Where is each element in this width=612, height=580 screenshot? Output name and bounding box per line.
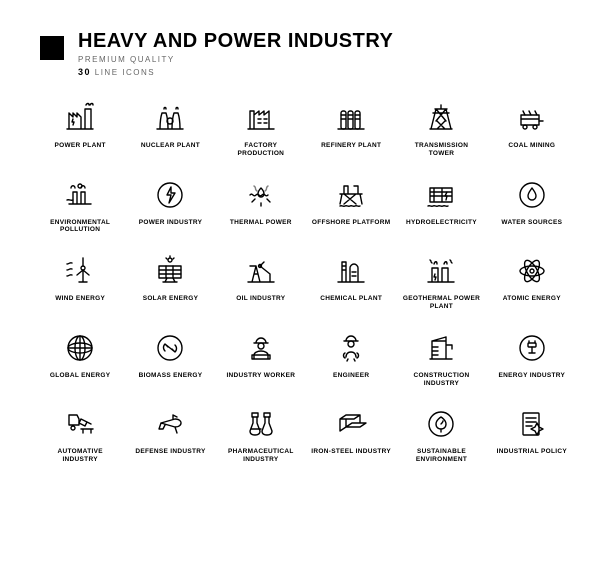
icon-label: GLOBAL ENERGY — [50, 372, 110, 380]
construction-industry-icon — [422, 329, 460, 367]
biomass-energy-icon — [151, 329, 189, 367]
icon-label: DEFENSE INDUSTRY — [135, 448, 205, 456]
engineer-icon — [332, 329, 370, 367]
icon-label: BIOMASS ENERGY — [139, 372, 203, 380]
icon-label: IRON-STEEL INDUSTRY — [311, 448, 391, 456]
icon-label: THERMAL POWER — [230, 219, 292, 227]
chemical-plant-icon — [332, 252, 370, 290]
factory-production-icon — [242, 99, 280, 137]
icon-item: WIND ENERGY — [40, 252, 120, 311]
icon-item: AUTOMATIVE INDUSTRY — [40, 405, 120, 464]
icon-item: OFFSHORE PLATFORM — [311, 176, 391, 235]
icon-label: REFINERY PLANT — [321, 142, 381, 150]
icon-label: WIND ENERGY — [55, 295, 105, 303]
icon-grid: POWER PLANT NUCLEAR PLANT FACTORY PRODUCTI… — [40, 99, 572, 464]
water-sources-icon — [513, 176, 551, 214]
industry-worker-icon — [242, 329, 280, 367]
icon-item: HYDROELECTRICITY — [401, 176, 481, 235]
icon-item: WATER SOURCES — [492, 176, 572, 235]
icon-label: ENERGY INDUSTRY — [499, 372, 566, 380]
count-line: 30 LINE ICONS — [78, 67, 393, 77]
icon-label: OIL INDUSTRY — [236, 295, 285, 303]
title-block: HEAVY AND POWER INDUSTRY PREMIUM QUALITY… — [78, 30, 393, 77]
power-plant-icon — [61, 99, 99, 137]
icon-label: POWER INDUSTRY — [139, 219, 203, 227]
energy-industry-icon — [513, 329, 551, 367]
icon-label: SOLAR ENERGY — [143, 295, 199, 303]
offshore-platform-icon — [332, 176, 370, 214]
icon-item: POWER INDUSTRY — [130, 176, 210, 235]
icon-item: GEOTHERMAL POWER PLANT — [401, 252, 481, 311]
icon-item: PHARMACEUTICAL INDUSTRY — [221, 405, 301, 464]
count-label: LINE ICONS — [95, 68, 155, 77]
icon-item: CONSTRUCTION INDUSTRY — [401, 329, 481, 388]
icon-label: FACTORY PRODUCTION — [221, 142, 301, 158]
icon-label: INDUSTRY WORKER — [226, 372, 295, 380]
icon-item: COAL MINING — [492, 99, 572, 158]
nuclear-plant-icon — [151, 99, 189, 137]
icon-item: CHEMICAL PLANT — [311, 252, 391, 311]
icon-label: OFFSHORE PLATFORM — [312, 219, 391, 227]
iron-steel-industry-icon — [332, 405, 370, 443]
icon-label: CHEMICAL PLANT — [320, 295, 382, 303]
icon-item: DEFENSE INDUSTRY — [130, 405, 210, 464]
icon-label: NUCLEAR PLANT — [141, 142, 200, 150]
icon-label: COAL MINING — [508, 142, 555, 150]
brand-square — [40, 36, 64, 60]
icon-label: ATOMIC ENERGY — [503, 295, 561, 303]
icon-item: OIL INDUSTRY — [221, 252, 301, 311]
coal-mining-icon — [513, 99, 551, 137]
icon-label: CONSTRUCTION INDUSTRY — [401, 372, 481, 388]
icon-item: REFINERY PLANT — [311, 99, 391, 158]
solar-energy-icon — [151, 252, 189, 290]
refinery-plant-icon — [332, 99, 370, 137]
thermal-power-icon — [242, 176, 280, 214]
defense-industry-icon — [151, 405, 189, 443]
icon-item: NUCLEAR PLANT — [130, 99, 210, 158]
pharmaceutical-industry-icon — [242, 405, 280, 443]
page-title: HEAVY AND POWER INDUSTRY — [78, 30, 393, 53]
icon-label: AUTOMATIVE INDUSTRY — [40, 448, 120, 464]
icon-label: PHARMACEUTICAL INDUSTRY — [221, 448, 301, 464]
icon-item: ENVIRONMENTAL POLLUTION — [40, 176, 120, 235]
icon-item: ATOMIC ENERGY — [492, 252, 572, 311]
geothermal-power-plant-icon — [422, 252, 460, 290]
icon-item: THERMAL POWER — [221, 176, 301, 235]
subtitle: PREMIUM QUALITY — [78, 55, 393, 64]
icon-item: INDUSTRY WORKER — [221, 329, 301, 388]
global-energy-icon — [61, 329, 99, 367]
icon-label: GEOTHERMAL POWER PLANT — [401, 295, 481, 311]
power-industry-icon — [151, 176, 189, 214]
header: HEAVY AND POWER INDUSTRY PREMIUM QUALITY… — [40, 30, 572, 77]
icon-item: ENGINEER — [311, 329, 391, 388]
automative-industry-icon — [61, 405, 99, 443]
icon-label: ENGINEER — [333, 372, 369, 380]
icon-item: POWER PLANT — [40, 99, 120, 158]
icon-item: BIOMASS ENERGY — [130, 329, 210, 388]
icon-item: IRON-STEEL INDUSTRY — [311, 405, 391, 464]
icon-item: SUSTAINABLE ENVIRONMENT — [401, 405, 481, 464]
environmental-pollution-icon — [61, 176, 99, 214]
icon-item: SOLAR ENERGY — [130, 252, 210, 311]
icon-item: ENERGY INDUSTRY — [492, 329, 572, 388]
icon-label: INDUSTRIAL POLICY — [497, 448, 567, 456]
icon-label: TRANSMISSION TOWER — [401, 142, 481, 158]
icon-item: TRANSMISSION TOWER — [401, 99, 481, 158]
icon-label: HYDROELECTRICITY — [406, 219, 477, 227]
count-number: 30 — [78, 67, 91, 77]
icon-label: ENVIRONMENTAL POLLUTION — [40, 219, 120, 235]
atomic-energy-icon — [513, 252, 551, 290]
transmission-tower-icon — [422, 99, 460, 137]
oil-industry-icon — [242, 252, 280, 290]
icon-item: FACTORY PRODUCTION — [221, 99, 301, 158]
hydroelectricity-icon — [422, 176, 460, 214]
sustainable-environment-icon — [422, 405, 460, 443]
icon-label: SUSTAINABLE ENVIRONMENT — [401, 448, 481, 464]
icon-label: POWER PLANT — [55, 142, 106, 150]
icon-label: WATER SOURCES — [501, 219, 562, 227]
icon-item: GLOBAL ENERGY — [40, 329, 120, 388]
icon-item: INDUSTRIAL POLICY — [492, 405, 572, 464]
wind-energy-icon — [61, 252, 99, 290]
industrial-policy-icon — [513, 405, 551, 443]
